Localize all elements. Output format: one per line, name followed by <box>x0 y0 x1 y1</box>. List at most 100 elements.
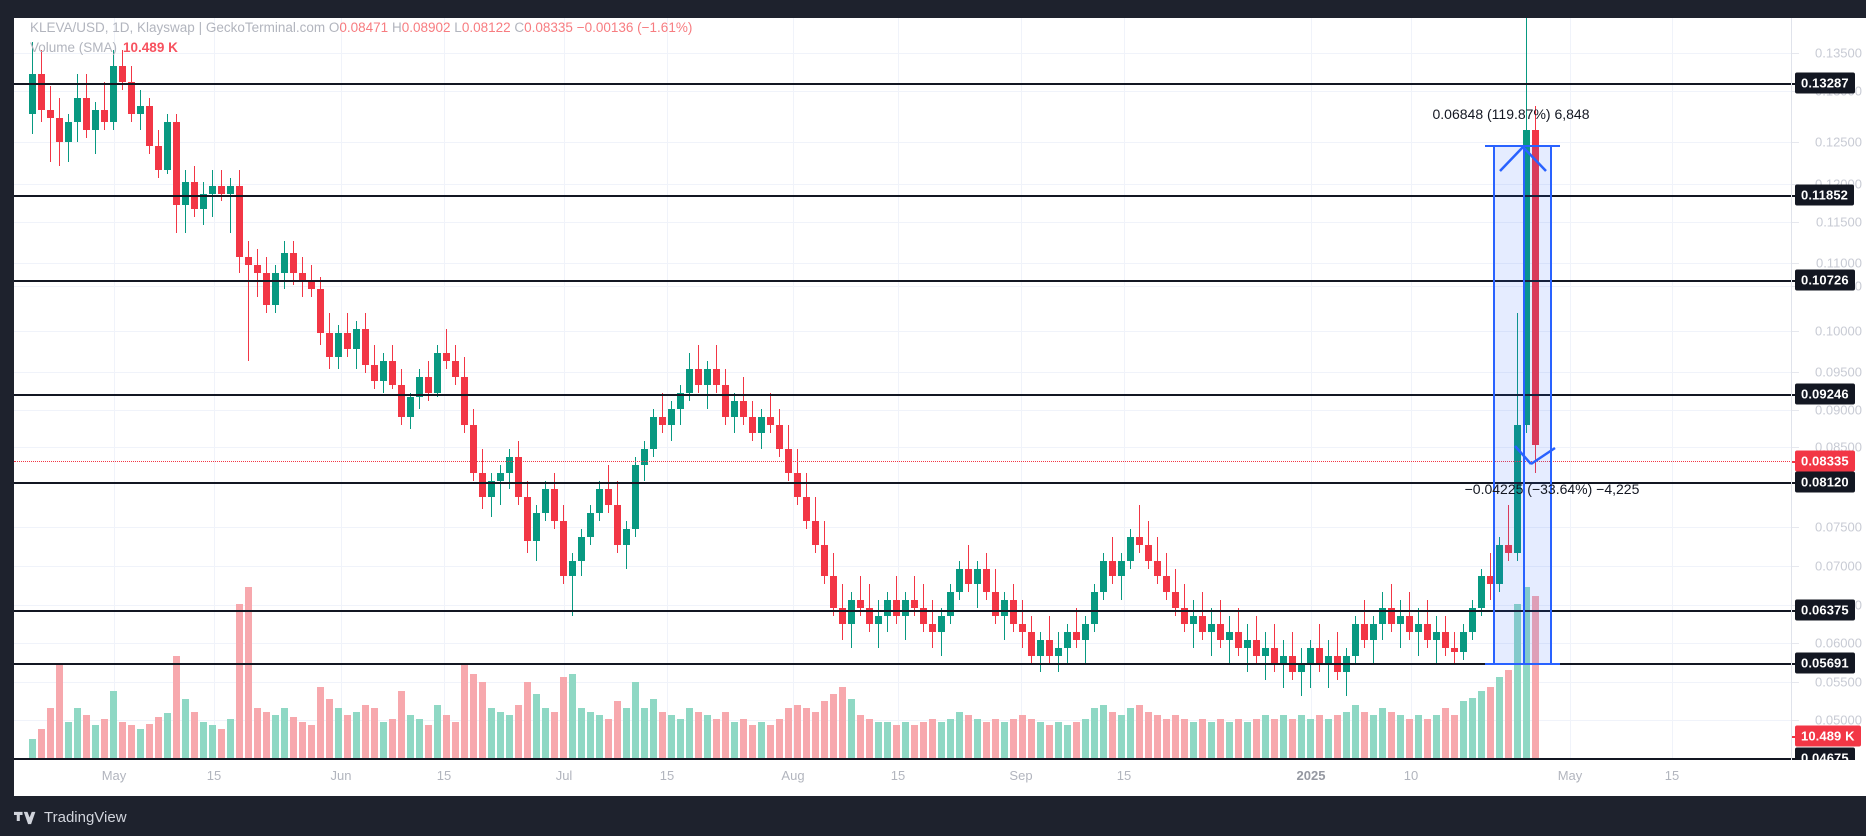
candle-body <box>136 105 144 114</box>
price-axis-badge[interactable]: 0.06375 <box>1795 599 1855 621</box>
volume-bar <box>163 713 171 760</box>
volume-bar <box>73 708 81 760</box>
volume-bar <box>577 708 585 760</box>
candle-body <box>1036 640 1044 657</box>
candle-body <box>271 273 279 306</box>
volume-bar <box>829 694 837 760</box>
price-level-line[interactable] <box>14 758 1792 760</box>
price-level-line[interactable] <box>14 280 1792 282</box>
price-level-line[interactable] <box>14 663 1792 665</box>
chart-plot-area[interactable]: 0.06848 (119.87%) 6,848 −0.04225 (−33.64%… <box>14 18 1792 760</box>
price-axis-tick-mark <box>1792 331 1799 332</box>
price-axis-badge[interactable]: 0.09246 <box>1795 383 1855 405</box>
price-axis-badge-highlight[interactable]: 0.08335 <box>1795 450 1855 472</box>
price-axis-badge[interactable]: 0.08120 <box>1795 471 1855 493</box>
volume-bar <box>352 711 360 760</box>
candle-body <box>1243 640 1251 649</box>
candle-body <box>1144 544 1152 561</box>
horizontal-gridline <box>14 527 1792 528</box>
volume-bar <box>1297 715 1305 760</box>
price-axis-badge[interactable]: 0.11852 <box>1795 184 1854 206</box>
candle-wick <box>968 544 969 593</box>
price-axis-badge[interactable]: 0.13287 <box>1795 72 1855 94</box>
candle-body <box>226 185 234 194</box>
volume-bar <box>343 715 351 760</box>
volume-bar <box>847 699 855 760</box>
volume-bar <box>235 604 243 760</box>
price-level-line[interactable] <box>14 482 1792 484</box>
candle-wick <box>1508 504 1509 561</box>
volume-bar <box>1117 715 1125 760</box>
candle-wick <box>1364 600 1365 649</box>
candle-body <box>343 333 351 350</box>
candle-body <box>82 97 90 130</box>
price-level-line[interactable] <box>14 83 1792 85</box>
candle-body <box>1531 129 1539 445</box>
volume-bar <box>1009 718 1017 760</box>
price-level-line[interactable] <box>14 610 1792 612</box>
price-axis-badge[interactable]: 0.05691 <box>1795 652 1855 674</box>
candle-body <box>127 81 135 114</box>
candle-body <box>703 369 711 385</box>
volume-bar <box>442 715 450 760</box>
price-axis-badge-stub <box>1792 610 1799 612</box>
volume-bar <box>1378 708 1386 760</box>
time-axis-tick-label: 15 <box>1116 768 1132 783</box>
volume-bar <box>1225 721 1233 760</box>
price-level-line[interactable] <box>14 394 1792 396</box>
price-axis[interactable]: 0.135000.130000.125000.120000.115000.110… <box>1792 18 1866 760</box>
measure-down-arrow-icon <box>1513 445 1556 466</box>
volume-bar <box>1189 721 1197 760</box>
candle-body <box>775 424 783 449</box>
price-axis-tick-label: 0.09500 <box>1815 364 1862 380</box>
tradingview-logo-icon <box>14 811 36 824</box>
volume-bar <box>622 708 630 760</box>
candle-body <box>1423 624 1431 641</box>
volume-bar <box>1099 704 1107 760</box>
candle-body <box>1234 632 1242 649</box>
price-axis-tick-label: 0.09000 <box>1815 402 1862 418</box>
volume-bar <box>559 677 567 760</box>
price-axis-badge-stub <box>1792 482 1799 484</box>
candle-wick <box>770 392 771 433</box>
volume-bar <box>82 715 90 760</box>
vertical-gridline <box>114 18 115 760</box>
candle-body <box>442 353 450 362</box>
volume-bar <box>64 721 72 760</box>
candle-body <box>1441 632 1449 649</box>
price-axis-badge-highlight[interactable]: 10.489 K <box>1795 725 1861 747</box>
candle-body <box>739 400 747 417</box>
price-axis-badge[interactable]: 0.04675 <box>1795 747 1855 760</box>
current-price-line <box>14 461 1792 462</box>
price-level-line[interactable] <box>14 195 1792 197</box>
candle-wick <box>662 392 663 433</box>
volume-bar <box>478 682 486 760</box>
volume-bar <box>910 725 918 760</box>
candle-wick <box>1427 600 1428 649</box>
candle-wick <box>1319 624 1320 673</box>
time-axis[interactable]: May 15 Jun 15 Jul 15 Aug 15 Sep 15 2025 10 May 15 <box>14 760 1792 796</box>
candle-wick <box>896 576 897 625</box>
price-axis-badge[interactable]: 0.10726 <box>1795 269 1855 291</box>
volume-bar <box>604 718 612 760</box>
candle-body <box>460 377 468 425</box>
volume-bar <box>595 715 603 760</box>
candle-wick <box>716 345 717 393</box>
volume-bar <box>568 673 576 760</box>
volume-bar <box>901 721 909 760</box>
volume-bar <box>1279 715 1287 760</box>
volume-bar <box>397 690 405 760</box>
volume-bar <box>91 725 99 760</box>
price-axis-tick-mark <box>1792 566 1799 567</box>
volume-bar <box>406 715 414 760</box>
candle-wick <box>1220 600 1221 649</box>
volume-bar <box>55 664 63 760</box>
horizontal-gridline <box>14 184 1792 185</box>
volume-bar <box>334 708 342 760</box>
volume-bar <box>937 721 945 760</box>
candle-body <box>712 369 720 385</box>
volume-bar <box>1036 721 1044 760</box>
candle-body <box>1477 576 1485 609</box>
price-axis-tick-mark <box>1792 142 1799 143</box>
volume-bar <box>424 725 432 760</box>
